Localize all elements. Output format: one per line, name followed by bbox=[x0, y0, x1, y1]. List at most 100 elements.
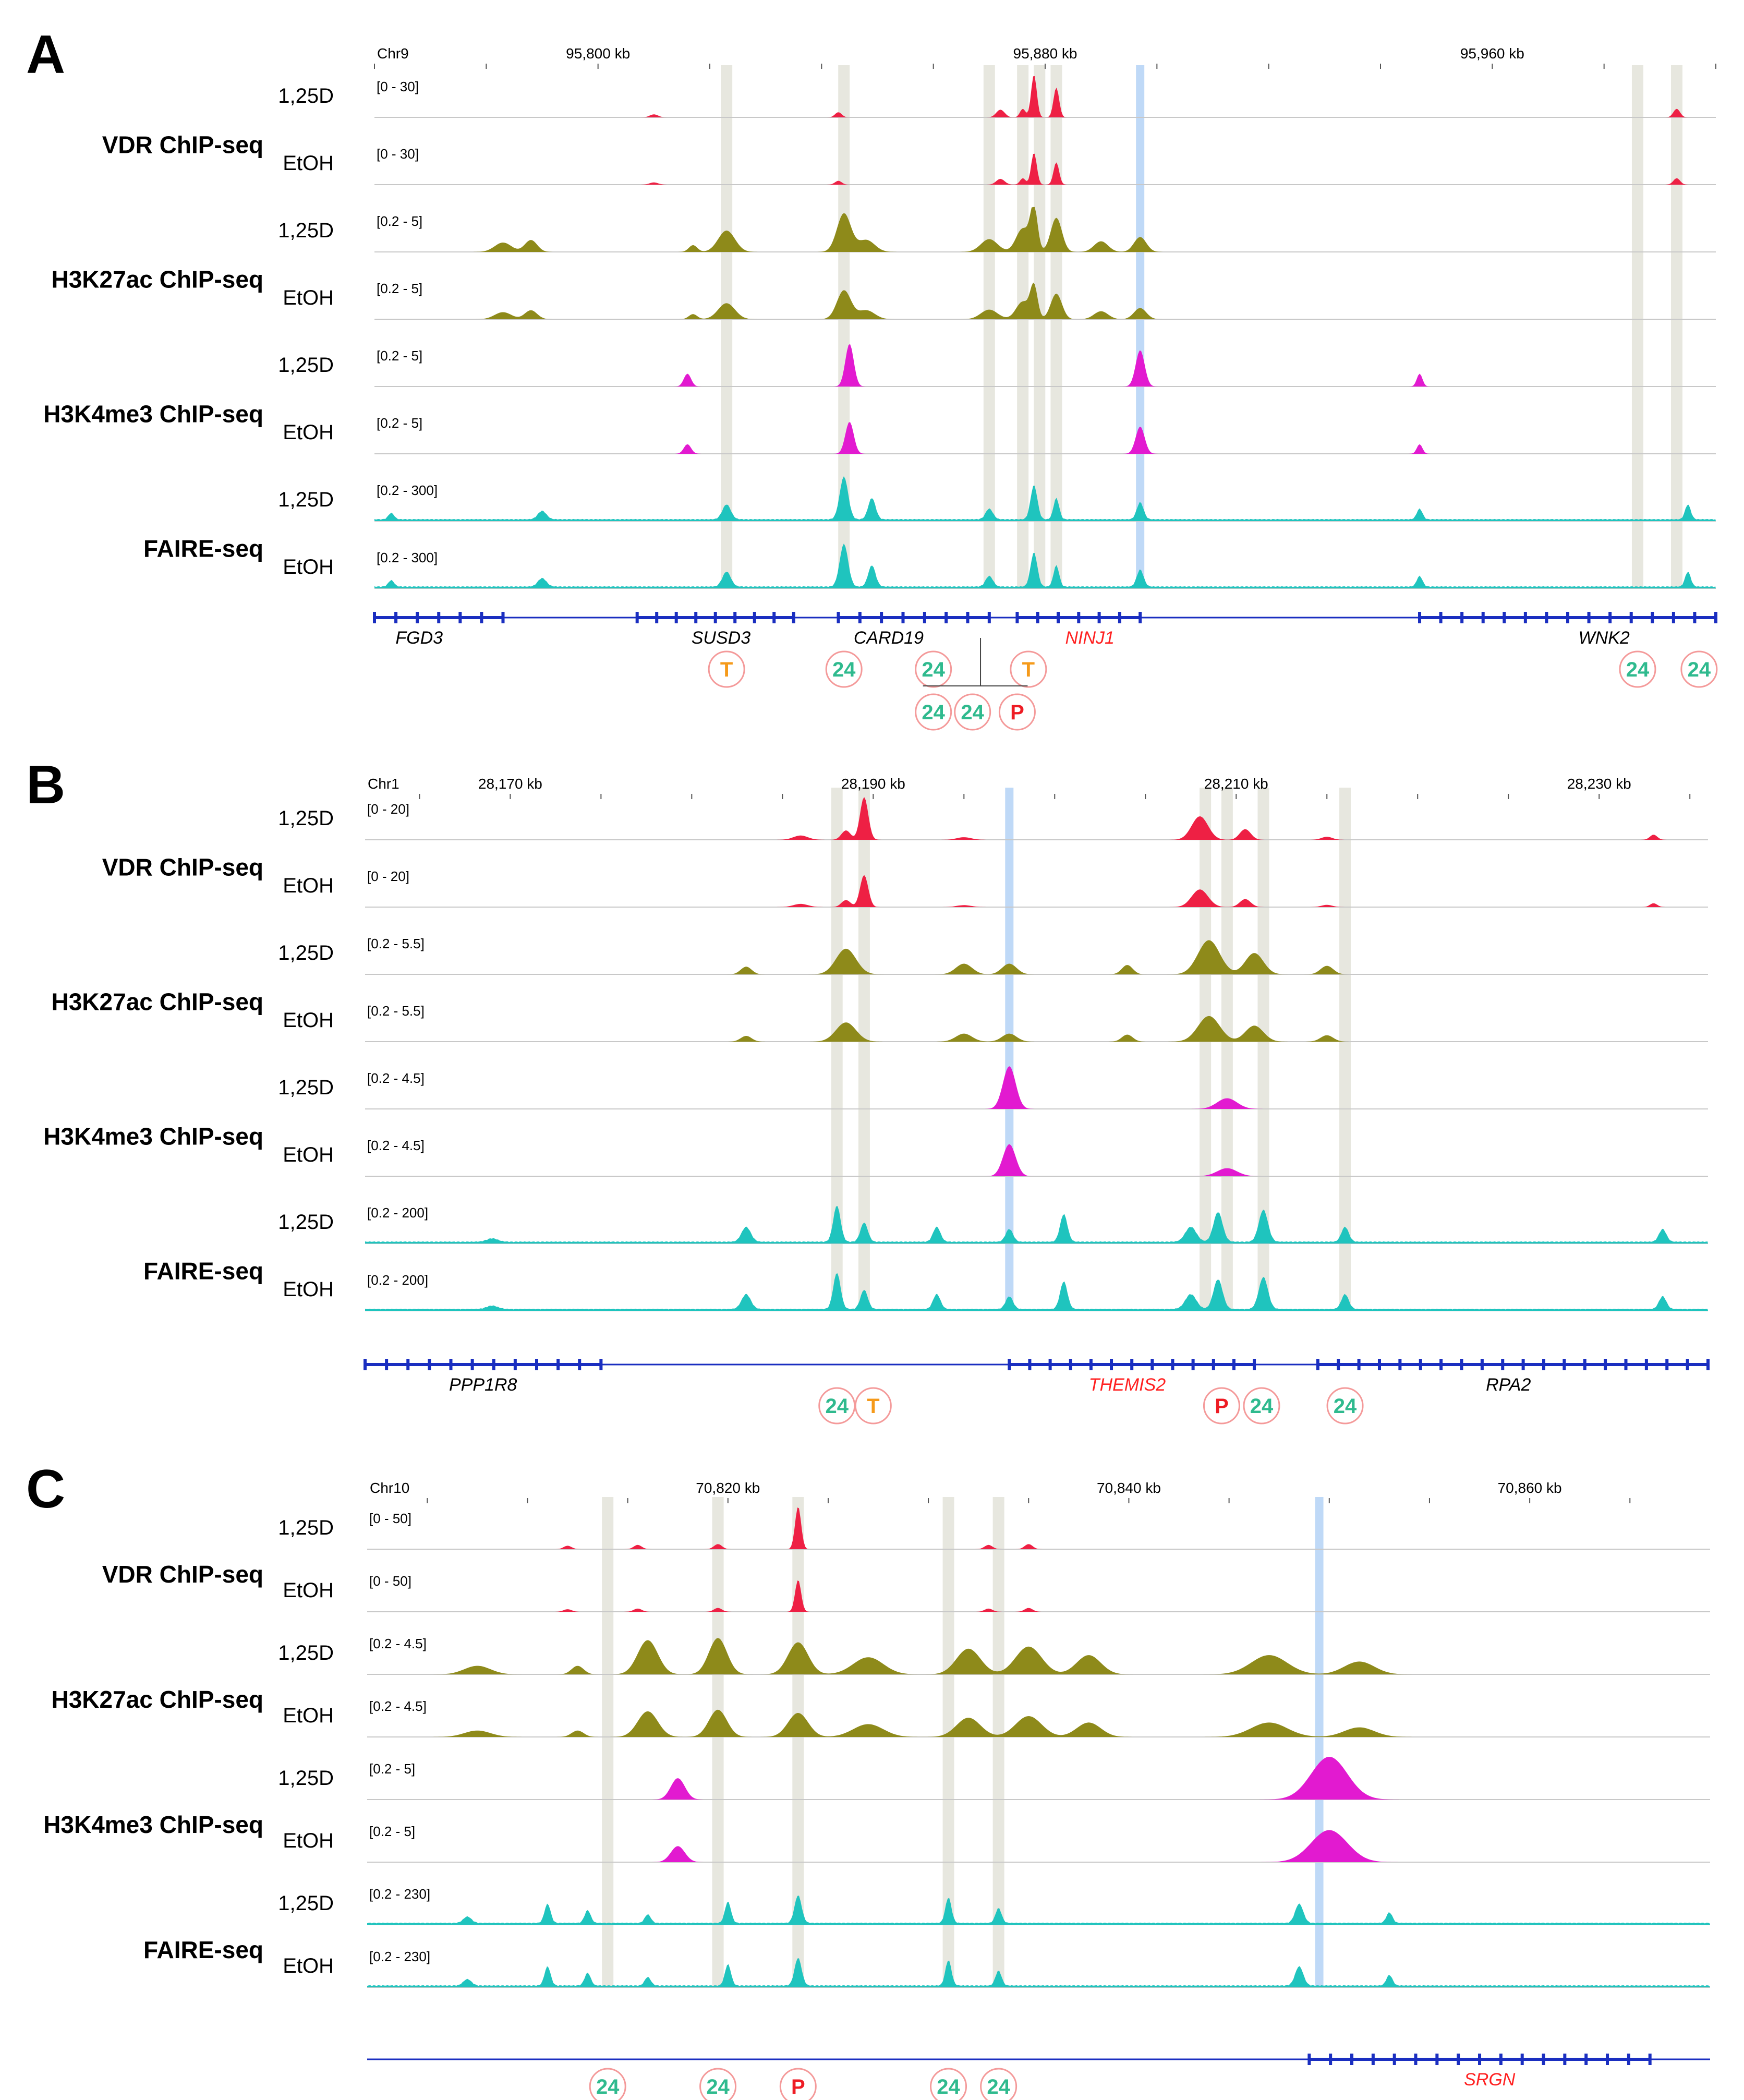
gene-exon bbox=[1377, 1359, 1381, 1370]
marker-label: 24 bbox=[706, 2075, 730, 2098]
gene-exon bbox=[1118, 612, 1121, 623]
gene-exon bbox=[1481, 612, 1485, 623]
coverage-signal-vdr bbox=[367, 1507, 1710, 1549]
gene-exon bbox=[1171, 1359, 1174, 1370]
coverage-signal-h3k27ac bbox=[367, 1638, 1710, 1674]
gene-exon bbox=[1028, 1359, 1032, 1370]
coverage-signal-h3k27ac bbox=[365, 940, 1708, 974]
gene-exon bbox=[1651, 612, 1654, 623]
track-range-label: [0.2 - 230] bbox=[369, 1949, 430, 1964]
assay-label-h3k27ac: H3K27ac ChIP-seq bbox=[52, 266, 264, 293]
gene-exon bbox=[674, 612, 678, 623]
coverage-signal-h3k4me3 bbox=[365, 1066, 1708, 1109]
track-range-label: [0.2 - 5] bbox=[369, 1761, 415, 1777]
gene-label: RPA2 bbox=[1486, 1375, 1531, 1395]
track-range-label: [0.2 - 200] bbox=[367, 1272, 428, 1288]
panel-c: C Chr10 70,820 kb 70,840 kb 70,860 kb 1,25D [0… bbox=[26, 1459, 1710, 2100]
marker-label: 24 bbox=[1250, 1395, 1274, 1418]
track-condition-label: 1,25D bbox=[278, 85, 334, 107]
highlight-band-grey bbox=[858, 788, 870, 1311]
coverage-signal-h3k27ac bbox=[374, 282, 1716, 319]
gene-exon bbox=[635, 612, 639, 623]
highlight-band-grey bbox=[1050, 65, 1062, 588]
track-condition-label: 1,25D bbox=[278, 807, 334, 830]
highlight-band-grey bbox=[1631, 65, 1643, 588]
gene-exon bbox=[1672, 612, 1675, 623]
gene-exon bbox=[1563, 1359, 1566, 1370]
coordinate-tick-label: 70,840 kb bbox=[1097, 1480, 1161, 1496]
track-range-label: [0 - 50] bbox=[369, 1573, 411, 1589]
gene-exon bbox=[373, 612, 376, 623]
track-condition-label: 1,25D bbox=[278, 1767, 334, 1790]
assay-label-faire: FAIRE-seq bbox=[143, 1258, 263, 1285]
highlight-band-grey bbox=[942, 1497, 954, 1987]
gene-exon bbox=[1520, 2054, 1524, 2065]
gene-exon bbox=[1048, 1359, 1052, 1370]
marker-label: P bbox=[1215, 1395, 1229, 1418]
coordinate-tick-label: 28,190 kb bbox=[841, 776, 905, 792]
gene-exon bbox=[1057, 612, 1060, 623]
site-marker-t: T bbox=[854, 1387, 892, 1425]
gene-exon bbox=[1089, 1359, 1093, 1370]
gene-exon bbox=[1435, 2054, 1439, 2065]
chromosome-label: Chr9 bbox=[377, 45, 409, 62]
site-marker-cyp24: 24 bbox=[818, 1387, 856, 1425]
marker-circle bbox=[915, 693, 952, 731]
coordinate-tick-label: 70,820 kb bbox=[696, 1480, 760, 1496]
panel-b: B Chr1 28,170 kb 28,190 kb 28,210 kb 28,230 k… bbox=[26, 755, 1710, 1425]
gene-exon bbox=[1253, 1359, 1256, 1370]
gene-exon bbox=[1130, 1359, 1134, 1370]
coverage-signal-vdr bbox=[365, 875, 1708, 907]
marker-label: P bbox=[791, 2075, 805, 2098]
gene-exon bbox=[1501, 1359, 1505, 1370]
gene-exon bbox=[1644, 1359, 1648, 1370]
gene-exon bbox=[578, 1359, 582, 1370]
gene-exon bbox=[1665, 1359, 1669, 1370]
gene-exon bbox=[458, 612, 462, 623]
marker-circle bbox=[779, 2068, 817, 2100]
site-marker-cyp24: 24 bbox=[1243, 1387, 1280, 1425]
assay-label-h3k27ac: H3K27ac ChIP-seq bbox=[52, 1686, 264, 1713]
gene-exon bbox=[1648, 2054, 1652, 2065]
marker-label: 24 bbox=[1688, 658, 1711, 681]
marker-label: 24 bbox=[922, 701, 945, 724]
gene-label: THEMIS2 bbox=[1089, 1375, 1166, 1395]
marker-circle bbox=[954, 693, 991, 731]
site-marker-p: P bbox=[998, 693, 1036, 731]
gene-exon bbox=[1587, 612, 1591, 623]
coverage-signal-faire bbox=[367, 1896, 1710, 1925]
coverage-signal-vdr bbox=[365, 797, 1708, 840]
gene-exon bbox=[1714, 612, 1717, 623]
track-range-label: [0.2 - 300] bbox=[377, 482, 438, 498]
track-range-label: [0 - 20] bbox=[367, 801, 409, 817]
gene-exon bbox=[1350, 2054, 1354, 2065]
gene-exon bbox=[1545, 612, 1548, 623]
gene-exon bbox=[944, 612, 948, 623]
gene-exon bbox=[1457, 2054, 1460, 2065]
highlight-band-grey bbox=[712, 1497, 724, 1987]
assay-label-faire: FAIRE-seq bbox=[143, 535, 263, 562]
highlight-band-grey bbox=[831, 788, 843, 1311]
highlight-band-grey bbox=[838, 65, 850, 588]
track-condition-label: 1,25D bbox=[278, 1892, 334, 1915]
coverage-signal-faire bbox=[365, 1206, 1708, 1244]
marker-label: 24 bbox=[937, 2075, 960, 2098]
gene-exon bbox=[772, 612, 776, 623]
gene-exon bbox=[449, 1359, 453, 1370]
panel-letter: B bbox=[26, 755, 65, 815]
gene-exon bbox=[1212, 1359, 1215, 1370]
track-range-label: [0.2 - 4.5] bbox=[367, 1138, 425, 1153]
track-range-label: [0.2 - 5] bbox=[369, 1824, 415, 1839]
track-condition-label: EtOH bbox=[283, 874, 334, 897]
gene-exon bbox=[1439, 1359, 1443, 1370]
highlight-band-grey bbox=[1339, 788, 1351, 1311]
gene-exon bbox=[535, 1359, 538, 1370]
track-condition-label: EtOH bbox=[283, 286, 334, 309]
site-marker-cyp24: 24 bbox=[1326, 1387, 1364, 1425]
gene-exon bbox=[1232, 1359, 1236, 1370]
gene-exon bbox=[858, 612, 862, 623]
highlight-band-grey bbox=[1034, 65, 1046, 588]
track-condition-label: 1,25D bbox=[278, 1211, 334, 1234]
track-condition-label: 1,25D bbox=[278, 1516, 334, 1539]
